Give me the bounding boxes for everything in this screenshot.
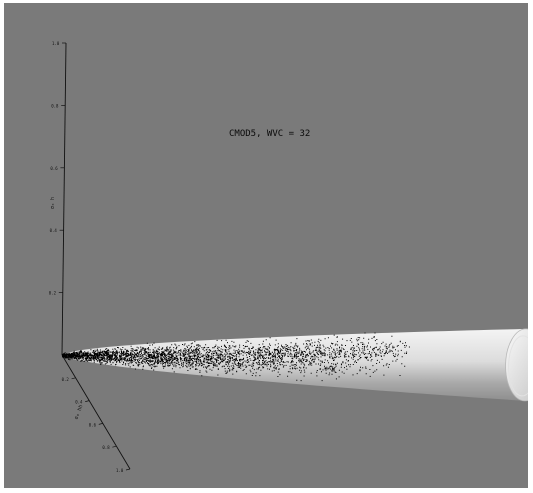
scatter-points [62, 332, 410, 382]
z-tick-label-3: 0.8 [51, 103, 59, 108]
z-tick-label-2: 0.6 [50, 166, 58, 171]
y-tick-label-3: 0.8 [102, 445, 110, 450]
axes-group: 0.20.40.60.81.00.20.40.60.81.00.20.40.60… [49, 41, 464, 473]
y-tick-0 [71, 377, 76, 380]
point-cloud [62, 332, 410, 382]
plot-3d: 0.20.40.60.81.00.20.40.60.81.00.20.40.60… [49, 41, 528, 473]
chart-title: CMOD5, WVC = 32 [229, 129, 310, 139]
y-axis-label: σ₀ hh [74, 404, 85, 420]
y-tick-4 [125, 468, 131, 471]
cone-cap [505, 328, 528, 402]
z-axis-line [61, 42, 67, 356]
y-axis-line [61, 354, 131, 470]
plot-panel: 0.20.40.60.81.00.20.40.60.81.00.20.40.60… [4, 3, 528, 488]
y-tick-label-1: 0.4 [75, 400, 83, 405]
cone-surface [62, 328, 528, 402]
z-axis-label: σ₀ h [50, 197, 56, 209]
y-tick-label-4: 1.0 [116, 468, 124, 473]
z-tick-label-1: 0.4 [50, 228, 58, 233]
cone-cap-rim [508, 335, 528, 397]
y-tick-label-0: 0.2 [62, 377, 70, 382]
y-tick-3 [112, 445, 117, 448]
y-tick-label-2: 0.6 [89, 422, 97, 427]
z-tick-label-4: 1.0 [52, 41, 60, 46]
z-tick-label-0: 0.2 [49, 291, 57, 296]
y-tick-2 [98, 423, 103, 425]
y-tick-1 [85, 400, 90, 402]
